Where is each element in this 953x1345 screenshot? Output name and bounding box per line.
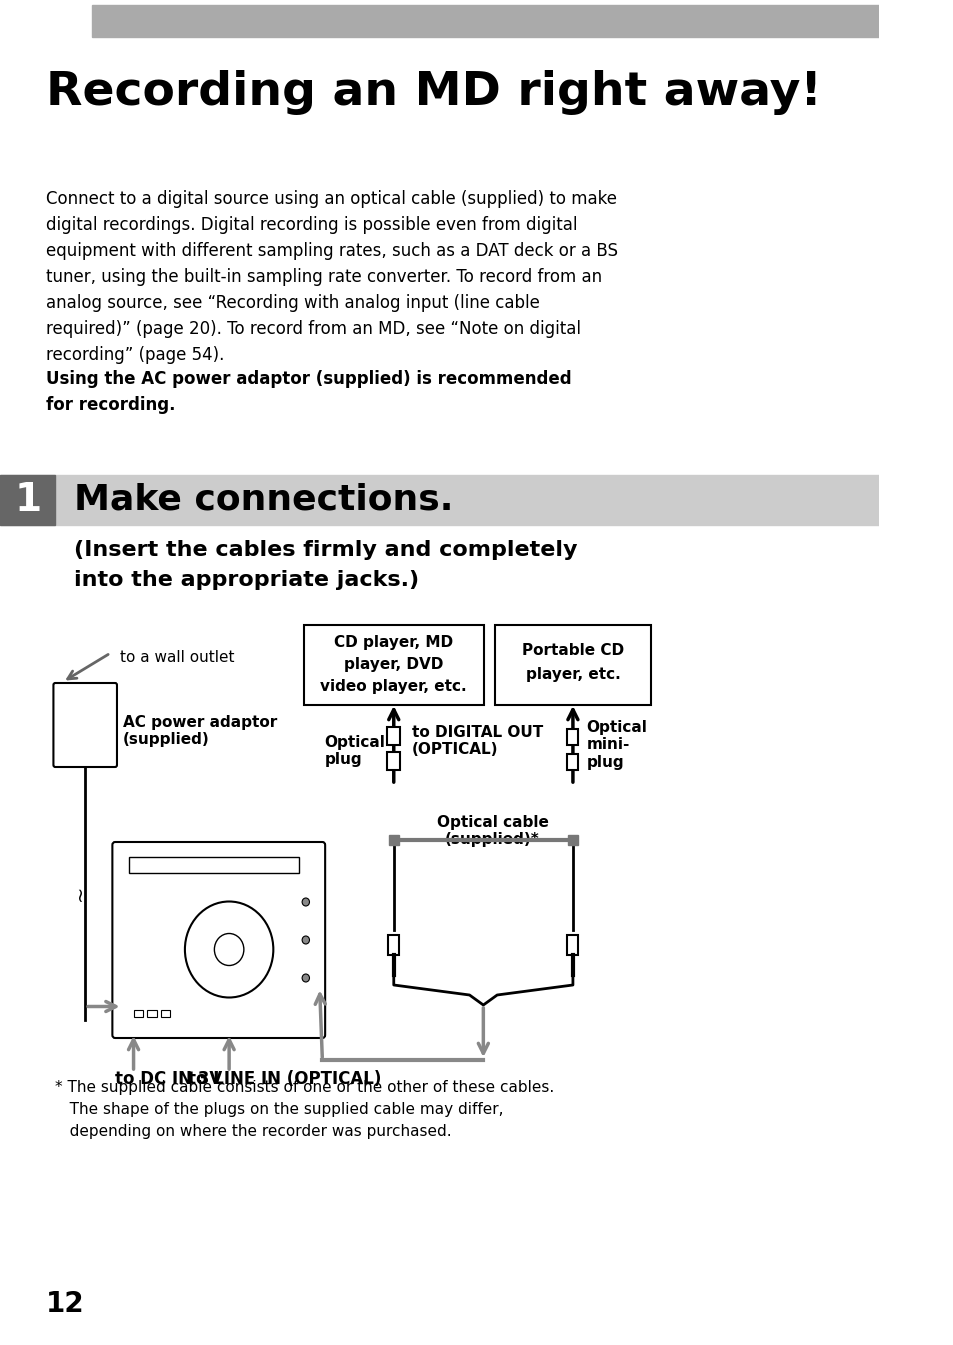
Text: (Insert the cables firmly and completely: (Insert the cables firmly and completely xyxy=(73,539,577,560)
Text: Portable CD: Portable CD xyxy=(521,643,623,658)
Circle shape xyxy=(302,974,309,982)
Text: to DC IN 3V: to DC IN 3V xyxy=(115,1071,222,1088)
Text: equipment with different sampling rates, such as a DAT deck or a BS: equipment with different sampling rates,… xyxy=(46,242,618,260)
Bar xyxy=(567,729,578,745)
Text: Optical
plug: Optical plug xyxy=(324,734,385,768)
Text: to a wall outlet: to a wall outlet xyxy=(120,650,234,664)
Circle shape xyxy=(185,901,274,998)
Bar xyxy=(567,755,578,769)
Text: ~: ~ xyxy=(71,884,90,901)
Text: 1: 1 xyxy=(14,482,41,519)
Circle shape xyxy=(302,898,309,907)
Text: Optical cable
(supplied)*: Optical cable (supplied)* xyxy=(436,815,548,847)
Bar xyxy=(161,1010,171,1017)
FancyBboxPatch shape xyxy=(53,683,117,767)
Bar xyxy=(494,625,651,705)
Text: analog source, see “Recording with analog input (line cable: analog source, see “Recording with analo… xyxy=(46,295,539,312)
Bar xyxy=(133,1010,143,1017)
Bar xyxy=(567,935,578,955)
Text: depending on where the recorder was purchased.: depending on where the recorder was purc… xyxy=(55,1124,452,1139)
Text: to LINE IN (OPTICAL): to LINE IN (OPTICAL) xyxy=(188,1071,380,1088)
Bar xyxy=(304,625,483,705)
Text: player, DVD: player, DVD xyxy=(344,656,443,672)
Text: into the appropriate jacks.): into the appropriate jacks.) xyxy=(73,570,418,590)
FancyBboxPatch shape xyxy=(112,842,325,1038)
Text: tuner, using the built-in sampling rate converter. To record from an: tuner, using the built-in sampling rate … xyxy=(46,268,601,286)
Text: required)” (page 20). To record from an MD, see “Note on digital: required)” (page 20). To record from an … xyxy=(46,320,580,338)
Text: recording” (page 54).: recording” (page 54). xyxy=(46,346,224,364)
Text: player, etc.: player, etc. xyxy=(525,667,619,682)
Bar xyxy=(388,935,399,955)
Text: to DIGITAL OUT
(OPTICAL): to DIGITAL OUT (OPTICAL) xyxy=(412,725,543,757)
Circle shape xyxy=(302,936,309,944)
Text: CD player, MD: CD player, MD xyxy=(334,635,453,650)
Text: Make connections.: Make connections. xyxy=(73,483,453,516)
Text: 12: 12 xyxy=(46,1290,85,1318)
Text: Optical
mini-
plug: Optical mini- plug xyxy=(586,720,647,769)
Text: * The supplied cable consists of one or the other of these cables.: * The supplied cable consists of one or … xyxy=(55,1080,554,1095)
Bar xyxy=(92,5,878,38)
Text: for recording.: for recording. xyxy=(46,395,175,414)
Text: Recording an MD right away!: Recording an MD right away! xyxy=(46,70,821,116)
Text: Connect to a digital source using an optical cable (supplied) to make: Connect to a digital source using an opt… xyxy=(46,190,617,208)
Bar xyxy=(0,475,878,525)
Text: AC power adaptor
(supplied): AC power adaptor (supplied) xyxy=(122,716,276,748)
Text: digital recordings. Digital recording is possible even from digital: digital recordings. Digital recording is… xyxy=(46,217,577,234)
Text: Using the AC power adaptor (supplied) is recommended: Using the AC power adaptor (supplied) is… xyxy=(46,370,571,387)
Bar xyxy=(129,857,299,873)
Text: The shape of the plugs on the supplied cable may differ,: The shape of the plugs on the supplied c… xyxy=(55,1102,503,1116)
Bar xyxy=(147,1010,156,1017)
Bar xyxy=(0,475,55,525)
Bar xyxy=(387,728,400,745)
Circle shape xyxy=(214,933,244,966)
Text: video player, etc.: video player, etc. xyxy=(320,679,467,694)
Bar xyxy=(387,752,400,769)
